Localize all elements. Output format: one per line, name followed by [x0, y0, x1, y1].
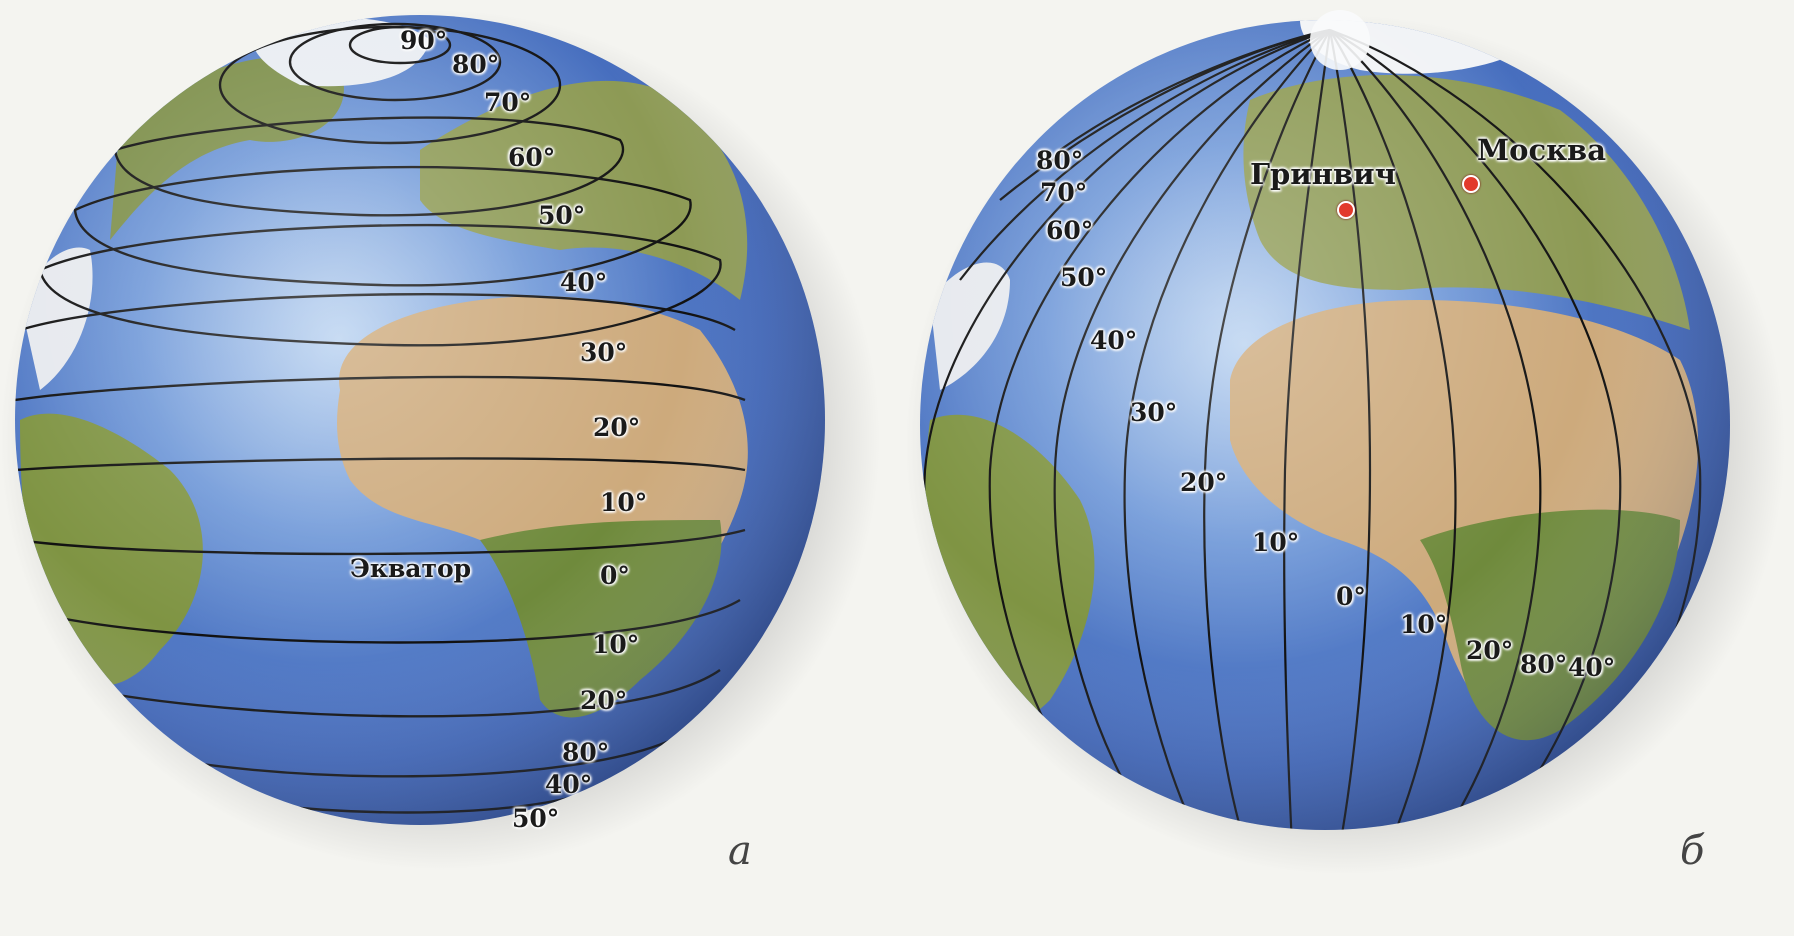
latitude-label-90: 90° [400, 26, 448, 55]
longitude-label-10w: 10° [1252, 528, 1300, 557]
latitude-label-50s: 50° [512, 804, 560, 833]
latitude-label-50: 50° [538, 201, 586, 230]
latitude-label-20: 20° [593, 413, 641, 442]
longitude-label-60w: 60° [1046, 216, 1094, 245]
latitude-label-60: 60° [508, 143, 556, 172]
greenwich-marker [1337, 201, 1355, 219]
latitude-label-20s: 20° [580, 686, 628, 715]
latitude-label-10s: 10° [592, 630, 640, 659]
latitude-label-40: 40° [560, 268, 608, 297]
longitude-label-70w: 70° [1040, 178, 1088, 207]
panel-letter-b: б [1680, 828, 1705, 874]
longitude-label-40w: 40° [1090, 326, 1138, 355]
longitude-label-10e: 10° [1400, 610, 1448, 639]
longitude-label-0: 0° [1336, 582, 1366, 611]
longitude-label-80w: 80° [1036, 146, 1084, 175]
latitude-label-80s: 80° [562, 738, 610, 767]
longitude-label-50w: 50° [1060, 263, 1108, 292]
longitude-label-20w: 20° [1180, 468, 1228, 497]
latitude-label-80: 80° [452, 50, 500, 79]
greenwich-label: Гринвич [1250, 157, 1396, 191]
latitude-label-70: 70° [484, 88, 532, 117]
globe-a [0, 10, 880, 870]
panel-letter-a: а [728, 828, 752, 874]
longitude-label-80e: 80° [1520, 650, 1568, 679]
longitude-label-20e: 20° [1466, 636, 1514, 665]
globe-b [905, 10, 1785, 875]
moscow-label: Москва [1477, 133, 1606, 167]
longitude-label-30w: 30° [1130, 398, 1178, 427]
latitude-label-0: 0° [600, 561, 630, 590]
latitude-label-10n: 10° [600, 488, 648, 517]
longitude-label-40e: 40° [1568, 653, 1616, 682]
equator-label: Экватор [350, 554, 472, 583]
latitude-label-30: 30° [580, 338, 628, 367]
moscow-marker [1462, 175, 1480, 193]
latitude-label-40s: 40° [545, 770, 593, 799]
